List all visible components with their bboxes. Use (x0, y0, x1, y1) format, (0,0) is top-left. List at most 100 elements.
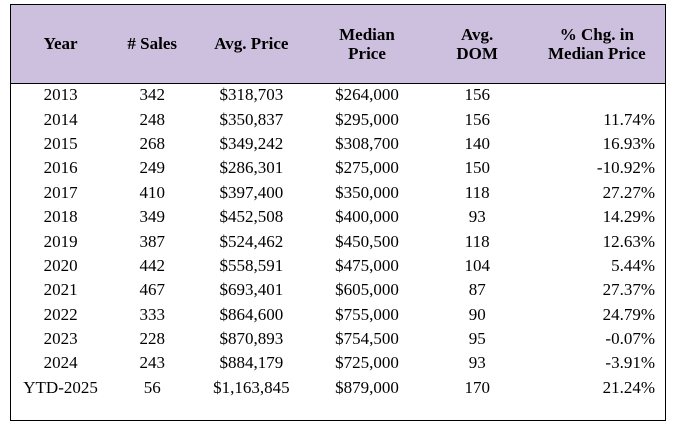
cell-pct-chg: 27.27% (602, 182, 655, 202)
cell-median-price: $400,000 (335, 207, 399, 227)
cell-sales: 243 (139, 353, 165, 373)
header-avg-price: Avg. Price (194, 5, 309, 84)
table-row: 2021 467 $693,401 $605,000 87 27.37% (11, 278, 665, 302)
cell-year: 2020 (43, 255, 78, 275)
cell-avg-dom: 90 (468, 304, 486, 324)
cell-avg-price: $558,591 (219, 255, 284, 275)
cell-year: 2019 (43, 231, 78, 251)
cell-pct-chg: 27.37% (602, 280, 655, 300)
table-row: 2023 228 $870,893 $754,500 95 -0.07% (11, 327, 665, 351)
cell-avg-price: $350,837 (219, 109, 284, 129)
cell-year: 2022 (43, 304, 78, 324)
cell-avg-price: $349,242 (219, 133, 284, 153)
cell-avg-price: $452,508 (219, 207, 284, 227)
header-median-price-label: Median Price (339, 24, 395, 63)
table-row: 2024 243 $884,179 $725,000 93 -3.91% (11, 351, 665, 375)
cell-avg-price: $693,401 (219, 280, 284, 300)
cell-pct-chg: 16.93% (602, 133, 655, 153)
table-row: 2014 248 $350,837 $295,000 156 11.74% (11, 107, 665, 131)
cell-median-price: $264,000 (335, 85, 399, 105)
table-row: 2019 387 $524,462 $450,500 118 12.63% (11, 229, 665, 253)
table-row: 2013 342 $318,703 $264,000 156 (11, 83, 665, 107)
header-row: Year # Sales Avg. Price Median Price Avg… (11, 5, 665, 84)
cell-sales: 248 (139, 109, 165, 129)
cell-avg-dom: 118 (464, 182, 490, 202)
cell-avg-dom: 93 (468, 207, 486, 227)
cell-year: 2016 (43, 158, 78, 178)
cell-year: 2015 (43, 133, 78, 153)
cell-pct-chg: 5.44% (611, 255, 655, 275)
table-row: 2016 249 $286,301 $275,000 150 -10.92% (11, 156, 665, 180)
cell-year: 2018 (43, 207, 78, 227)
cell-pct-chg: 21.24% (602, 377, 655, 397)
header-avg-dom-label: Avg. DOM (456, 24, 498, 63)
cell-median-price: $308,700 (335, 133, 399, 153)
cell-median-price: $350,000 (335, 182, 399, 202)
cell-avg-dom: 104 (464, 255, 490, 275)
cell-avg-price: $870,893 (219, 329, 284, 349)
cell-avg-dom: 140 (464, 133, 490, 153)
cell-sales: 249 (139, 158, 165, 178)
cell-pct-chg: -3.91% (605, 353, 655, 373)
cell-avg-price: $286,301 (219, 158, 284, 178)
cell-avg-dom: 95 (468, 329, 486, 349)
sales-table-frame: Year # Sales Avg. Price Median Price Avg… (10, 4, 666, 421)
cell-median-price: $475,000 (335, 255, 399, 275)
table-row: 2018 349 $452,508 $400,000 93 14.29% (11, 205, 665, 229)
cell-sales: 228 (139, 329, 165, 349)
cell-median-price: $755,000 (335, 304, 399, 324)
table-row: 2020 442 $558,591 $475,000 104 5.44% (11, 254, 665, 278)
cell-sales: 442 (139, 255, 165, 275)
cell-year: 2017 (43, 182, 78, 202)
cell-sales: 342 (139, 85, 165, 105)
cell-median-price: $450,500 (335, 231, 399, 251)
cell-avg-dom: 170 (464, 377, 490, 397)
cell-avg-price: $397,400 (219, 182, 284, 202)
cell-median-price: $725,000 (335, 353, 399, 373)
cell-avg-price: $884,179 (219, 353, 284, 373)
cell-sales: 467 (139, 280, 165, 300)
cell-sales: 349 (139, 207, 165, 227)
cell-median-price: $754,500 (335, 329, 399, 349)
cell-avg-dom: 118 (464, 231, 490, 251)
cell-median-price: $295,000 (335, 109, 399, 129)
cell-avg-dom: 156 (464, 85, 490, 105)
cell-pct-chg: 24.79% (602, 304, 655, 324)
cell-avg-price: $1,163,845 (213, 377, 290, 397)
cell-sales: 268 (139, 133, 165, 153)
cell-pct-chg (529, 83, 665, 107)
table-header: Year # Sales Avg. Price Median Price Avg… (11, 5, 665, 84)
cell-avg-dom: 150 (464, 158, 490, 178)
cell-year: 2013 (43, 85, 78, 105)
cell-pct-chg: 11.74% (603, 109, 655, 129)
table-row: YTD-2025 56 $1,163,845 $879,000 170 21.24% (11, 376, 665, 400)
table-row: 2022 333 $864,600 $755,000 90 24.79% (11, 303, 665, 327)
cell-sales: 56 (143, 377, 161, 397)
cell-avg-dom: 156 (464, 109, 490, 129)
cell-year: 2021 (43, 280, 78, 300)
table-row: 2017 410 $397,400 $350,000 118 27.27% (11, 181, 665, 205)
header-pct-chg: % Chg. in Median Price (528, 5, 665, 84)
cell-sales: 410 (139, 182, 165, 202)
header-year: Year (11, 5, 111, 84)
header-pct-chg-label: % Chg. in Median Price (548, 24, 646, 63)
sales-history-table: Year # Sales Avg. Price Median Price Avg… (11, 5, 665, 400)
cell-pct-chg: 14.29% (602, 207, 655, 227)
cell-avg-dom: 93 (468, 353, 486, 373)
cell-pct-chg: 12.63% (602, 231, 655, 251)
header-sales: # Sales (110, 5, 195, 84)
table-body: 2013 342 $318,703 $264,000 156 2014 248 $350,83… (11, 83, 665, 400)
cell-year: YTD-2025 (23, 377, 98, 397)
header-avg-dom: Avg. DOM (425, 5, 529, 84)
cell-avg-price: $318,703 (219, 85, 284, 105)
cell-year: 2014 (43, 109, 78, 129)
cell-median-price: $275,000 (335, 158, 399, 178)
cell-avg-dom: 87 (468, 280, 486, 300)
cell-median-price: $605,000 (335, 280, 399, 300)
cell-median-price: $879,000 (335, 377, 399, 397)
cell-avg-price: $864,600 (219, 304, 284, 324)
cell-pct-chg: -10.92% (596, 158, 655, 178)
cell-avg-price: $524,462 (219, 231, 284, 251)
cell-pct-chg: -0.07% (605, 329, 655, 349)
cell-sales: 387 (139, 231, 165, 251)
